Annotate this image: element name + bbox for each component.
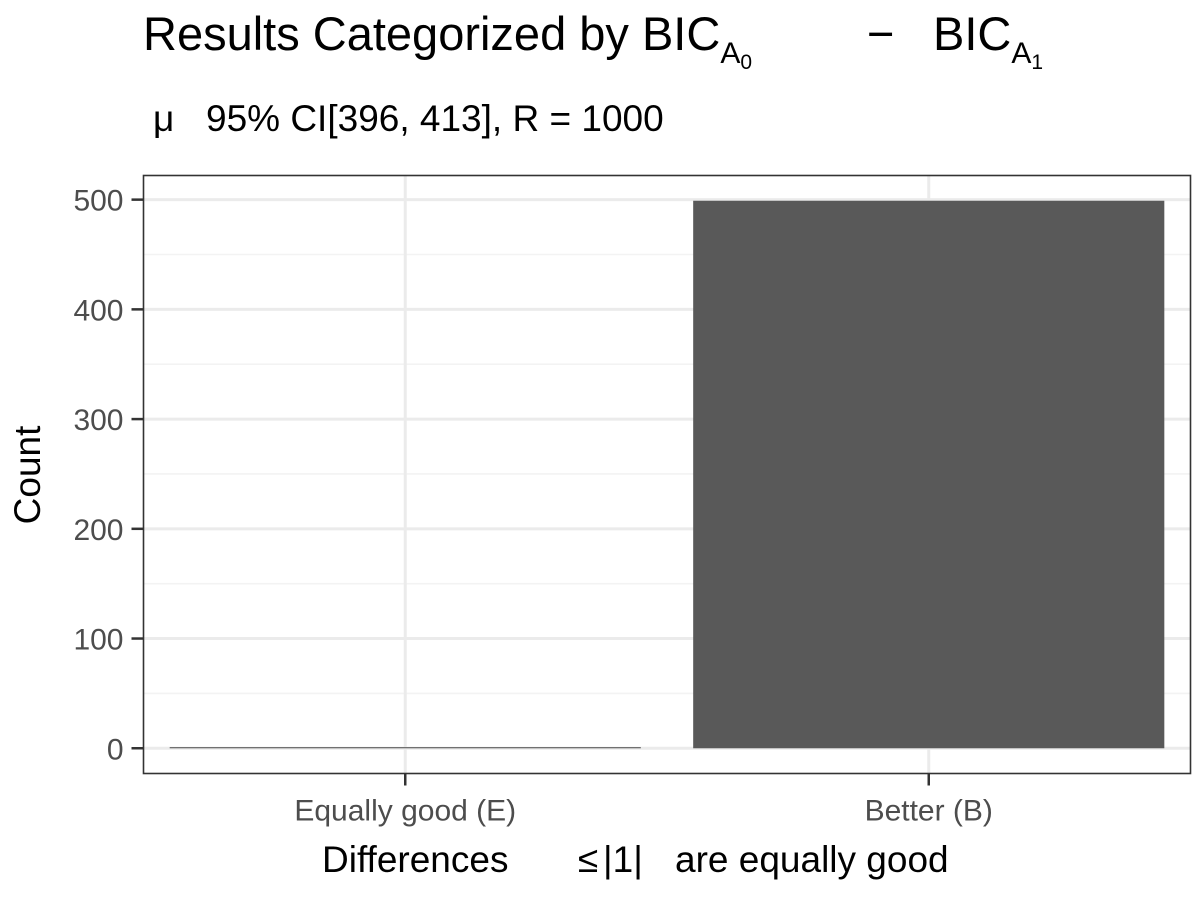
y-tick-label: 400	[73, 294, 123, 327]
y-axis: 0 100 200 300 400 500	[73, 185, 144, 766]
y-tick-label: 100	[73, 624, 123, 657]
title-subscript-b-index: 1	[1031, 51, 1043, 74]
y-axis-label: Count	[7, 425, 48, 524]
x-label-after: are equally good	[675, 839, 949, 880]
bars	[169, 200, 1165, 749]
subtitle-text: 95% CI[396, 413], R = 1000	[206, 98, 664, 139]
y-tick-label: 300	[73, 404, 123, 437]
title-second: BIC	[933, 7, 1011, 60]
title-minus: −	[867, 7, 894, 60]
bar-better	[693, 200, 1165, 749]
y-tick-label: 200	[73, 514, 123, 547]
title-subscript-a: A	[720, 37, 740, 70]
chart-title: Results Categorized by BICA0− BICA1	[143, 7, 1043, 74]
x-axis: Equally good (E) Better (B)	[294, 773, 993, 828]
x-label-before: Differences	[322, 839, 508, 880]
bar-equally-good	[169, 747, 641, 749]
x-tick-label: Better (B)	[865, 795, 993, 828]
chart-subtitle: μ 95% CI[396, 413], R = 1000	[153, 98, 664, 139]
subtitle-mu-symbol: μ	[153, 98, 174, 139]
title-subscript-a-index: 0	[740, 51, 752, 74]
x-axis-label: Differences ≤ |1| are equally good	[322, 839, 949, 880]
x-label-leq-symbol: ≤	[578, 839, 598, 880]
panel-border	[142, 174, 1192, 775]
x-label-abs: |1|	[603, 839, 643, 880]
title-main: Results Categorized by BIC	[143, 7, 720, 60]
y-tick-label: 0	[107, 733, 124, 766]
x-tick-label: Equally good (E)	[294, 795, 516, 828]
y-tick-label: 500	[73, 185, 123, 218]
title-subscript-b: A	[1011, 37, 1031, 70]
